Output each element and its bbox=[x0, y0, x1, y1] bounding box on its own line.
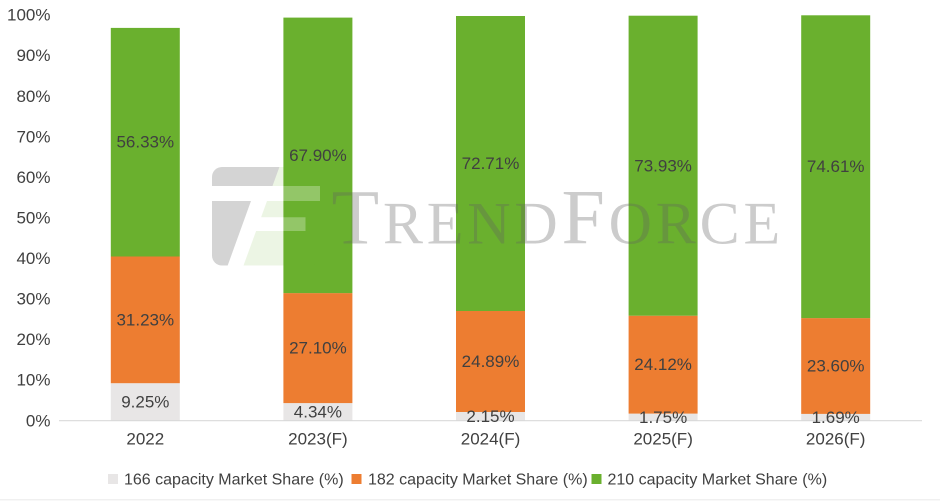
svg-text:40%: 40% bbox=[16, 249, 50, 268]
svg-text:2025(F): 2025(F) bbox=[633, 430, 693, 449]
svg-text:182 capacity Market Share (%): 182 capacity Market Share (%) bbox=[368, 472, 588, 489]
svg-text:2023(F): 2023(F) bbox=[288, 430, 348, 449]
svg-text:23.60%: 23.60% bbox=[807, 357, 865, 376]
svg-text:0%: 0% bbox=[26, 411, 51, 430]
svg-text:4.34%: 4.34% bbox=[294, 403, 342, 422]
svg-text:100%: 100% bbox=[7, 6, 50, 25]
svg-text:10%: 10% bbox=[16, 371, 50, 390]
svg-text:2024(F): 2024(F) bbox=[461, 430, 521, 449]
svg-text:2.15%: 2.15% bbox=[466, 407, 514, 426]
svg-text:9.25%: 9.25% bbox=[121, 393, 169, 412]
svg-text:27.10%: 27.10% bbox=[289, 339, 347, 358]
svg-text:20%: 20% bbox=[16, 330, 50, 349]
svg-text:72.71%: 72.71% bbox=[462, 154, 520, 173]
svg-text:31.23%: 31.23% bbox=[116, 310, 174, 329]
svg-text:210 capacity Market Share (%): 210 capacity Market Share (%) bbox=[608, 472, 828, 489]
svg-text:60%: 60% bbox=[16, 168, 50, 187]
svg-text:1.75%: 1.75% bbox=[639, 408, 687, 427]
svg-text:2026(F): 2026(F) bbox=[806, 430, 866, 449]
svg-text:2022: 2022 bbox=[126, 430, 164, 449]
svg-text:73.93%: 73.93% bbox=[634, 156, 692, 175]
svg-text:90%: 90% bbox=[16, 46, 50, 65]
svg-text:30%: 30% bbox=[16, 290, 50, 309]
svg-text:67.90%: 67.90% bbox=[289, 146, 347, 165]
svg-text:166 capacity Market Share (%): 166 capacity Market Share (%) bbox=[124, 472, 344, 489]
svg-text:74.61%: 74.61% bbox=[807, 157, 865, 176]
svg-text:24.12%: 24.12% bbox=[634, 355, 692, 374]
svg-text:50%: 50% bbox=[16, 209, 50, 228]
svg-text:24.89%: 24.89% bbox=[462, 352, 520, 371]
svg-text:56.33%: 56.33% bbox=[116, 133, 174, 152]
svg-text:1.69%: 1.69% bbox=[812, 408, 860, 427]
svg-text:70%: 70% bbox=[16, 127, 50, 146]
svg-text:80%: 80% bbox=[16, 87, 50, 106]
